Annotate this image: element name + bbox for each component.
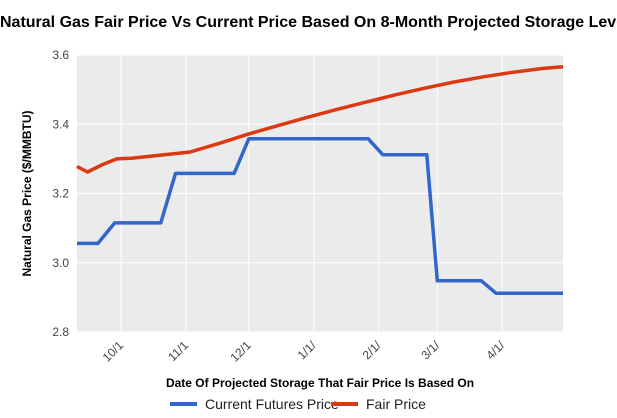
y-axis-title: Natural Gas Price ($/MMBTU)	[20, 110, 34, 276]
x-axis-ticks: 10/1 11/1 12/1 1/1/2/1/3/1/4/1/	[100, 338, 508, 365]
legend-item-fair-price[interactable]: Fair Price	[331, 396, 426, 412]
x-tick-label: 3/1/	[418, 338, 443, 363]
x-axis-title: Date Of Projected Storage That Fair Pric…	[166, 376, 474, 390]
legend-label: Current Futures Price	[205, 396, 339, 412]
legend-item-current-futures-price[interactable]: Current Futures Price	[170, 396, 339, 412]
x-tick-label: 4/1/	[483, 338, 508, 363]
chart-title: Natural Gas Fair Price Vs Current Price …	[0, 14, 617, 31]
series-line-fair-price	[76, 65, 564, 174]
series-lines	[76, 65, 564, 295]
y-tick-label: 3.2	[52, 187, 69, 201]
x-tick-label: 12/1	[227, 338, 254, 365]
series-line-current-futures-price	[77, 137, 563, 295]
x-tick-label: 1/1/	[295, 338, 320, 363]
x-tick-label: 2/1/	[360, 338, 385, 363]
legend[interactable]: Current Futures Price Fair Price	[170, 396, 426, 412]
y-tick-label: 2.8	[52, 325, 69, 339]
x-tick-label: 10/1	[100, 338, 127, 365]
legend-label: Fair Price	[366, 396, 426, 412]
y-axis-ticks: 2.8 3.0 3.2 3.4 3.6	[52, 48, 69, 339]
y-tick-label: 3.4	[52, 117, 69, 131]
x-tick-label: 11/1	[165, 338, 191, 364]
y-tick-label: 3.0	[52, 256, 69, 270]
gridlines	[77, 54, 563, 333]
y-tick-label: 3.6	[52, 48, 69, 62]
